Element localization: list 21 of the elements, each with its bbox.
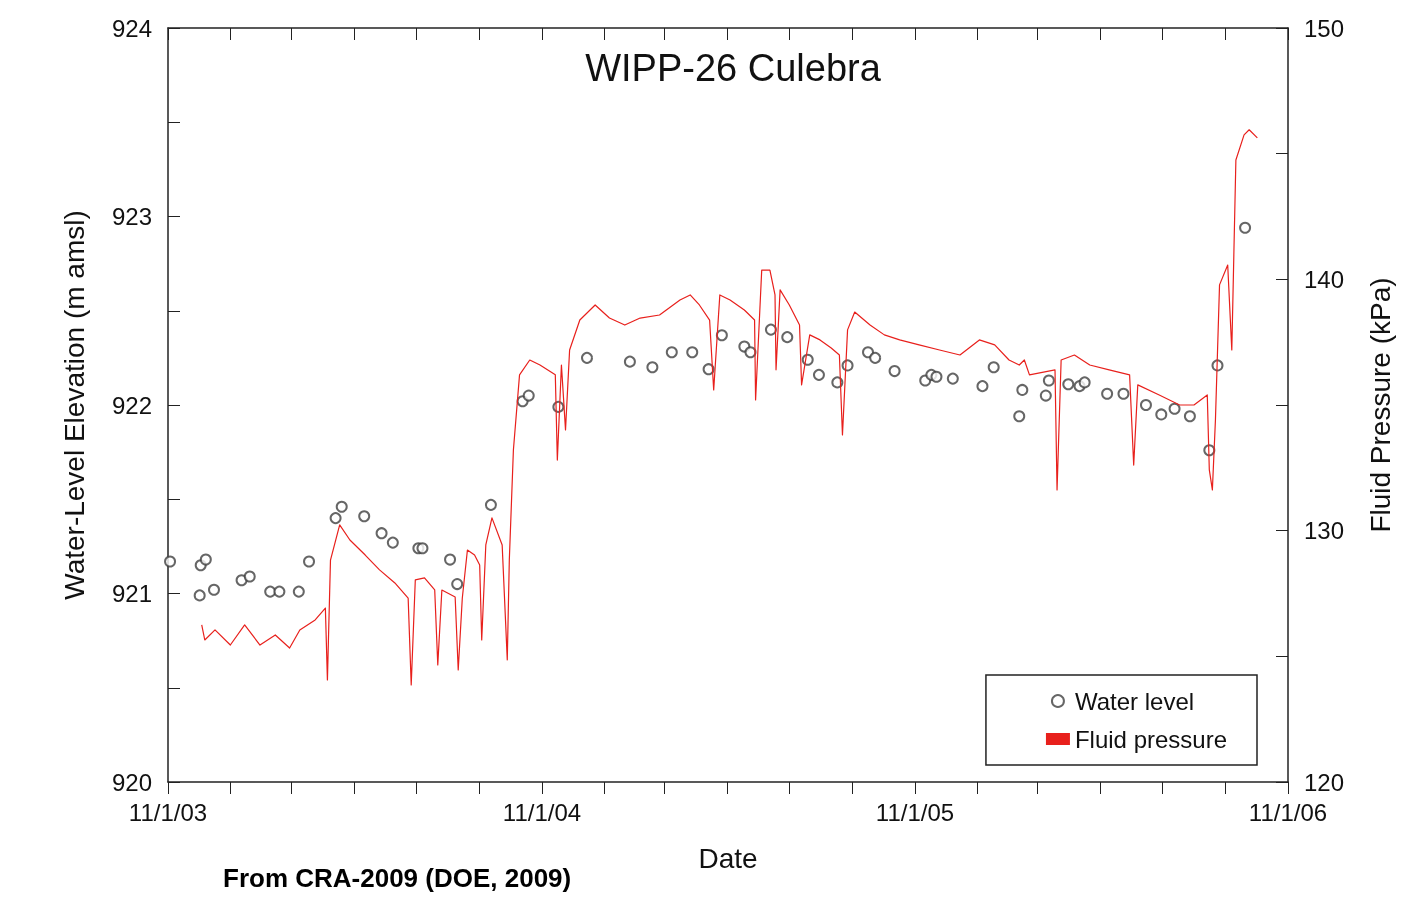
- y-tick-label: 923: [111, 203, 152, 230]
- y2-tick-label: 140: [1304, 265, 1345, 293]
- text: From CRA-2009 (DOE, 2009): [223, 863, 572, 893]
- y-tick-label: 920: [111, 768, 152, 796]
- x-tick-label: 11/1/06: [1248, 798, 1328, 826]
- x-tick-label: 11/1/04: [502, 798, 582, 826]
- y2-tick-label: 150: [1304, 14, 1345, 42]
- x-tick-label: 11/1/05: [875, 798, 955, 826]
- y2-tick-label: 130: [1304, 517, 1345, 545]
- x-tick-label: 11/1/03: [128, 798, 208, 826]
- text: WIPP-26 Culebra: [585, 47, 882, 89]
- y-tick-label: 924: [111, 14, 152, 42]
- y-axis-title: Water-Level Elevation (m amsl): [58, 210, 90, 600]
- y2-axis-title: Fluid Pressure (kPa): [1364, 277, 1396, 533]
- y-tick-label: 921: [111, 580, 152, 607]
- legend-label: Fluid pressure: [1074, 725, 1227, 753]
- line-series: [201, 129, 1258, 686]
- x-axis-title: Date: [698, 842, 758, 874]
- y-tick-label: 922: [111, 391, 152, 419]
- y2-tick-label: 120: [1304, 768, 1345, 796]
- legend-label: Water level: [1074, 687, 1195, 715]
